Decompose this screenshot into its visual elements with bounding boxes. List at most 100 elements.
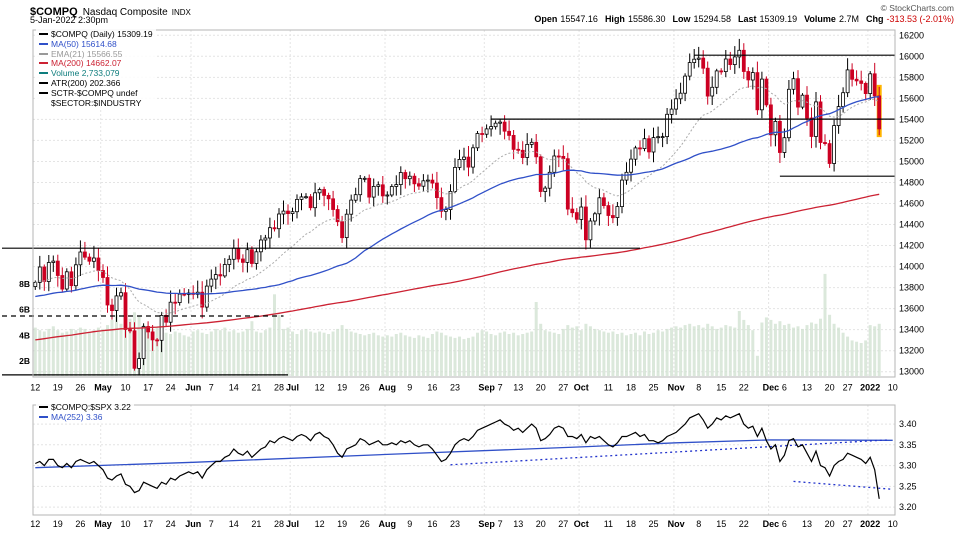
volume-bar [205, 334, 209, 376]
volume-bar [101, 328, 105, 376]
x-tick-label: Dec [763, 383, 780, 393]
quote-label: High [604, 14, 625, 24]
x-tick-label: 10 [120, 519, 130, 529]
x-tick-label: Oct [574, 383, 589, 393]
candle-body [854, 78, 859, 82]
y-tick-label: 3.40 [899, 419, 917, 429]
x-tick-label: 13 [513, 519, 523, 529]
volume-bar [480, 330, 484, 376]
candle-body [489, 126, 494, 130]
x-tick-label: 6 [782, 519, 787, 529]
candle-body [633, 147, 638, 160]
volume-bar [313, 332, 317, 376]
volume-bar [412, 337, 416, 376]
candle-body [818, 101, 823, 143]
volume-bar [787, 323, 791, 376]
x-tick-label: 26 [360, 383, 370, 393]
candle-body [308, 196, 313, 209]
volume-bar [408, 336, 412, 376]
y-tick-label: 15800 [899, 72, 924, 82]
ma252-line [35, 439, 893, 469]
volume-bar [489, 334, 493, 376]
candle-body [823, 142, 827, 145]
candle-body [448, 190, 453, 210]
y-tick-label: 14400 [899, 220, 924, 230]
x-tick-label: 17 [143, 519, 153, 529]
candle-body [552, 155, 557, 173]
quote-strip: Open 15547.16 High 15586.30 Low 15294.58 Last 1… [527, 14, 954, 24]
volume-bar [367, 334, 371, 376]
copyright: © StockCharts.com [880, 3, 954, 13]
candle-body [394, 184, 399, 187]
candle-body [358, 178, 363, 196]
volume-axis-label: 6B [19, 305, 30, 315]
volume-bar [218, 330, 222, 376]
volume-bar [245, 328, 249, 376]
volume-bar [372, 332, 376, 376]
candle-body [701, 57, 706, 69]
volume-bar [498, 332, 502, 376]
volume-bar [268, 327, 272, 376]
y-tick-label: 13200 [899, 346, 924, 356]
candle-body [146, 326, 151, 333]
candle-body [263, 237, 268, 241]
candle-body [317, 189, 322, 194]
volume-bar [620, 332, 624, 376]
x-tick-label: May [94, 519, 112, 529]
volume-bar [200, 332, 204, 376]
candle-body [439, 197, 444, 212]
volume-bar [715, 328, 719, 376]
candle-body [313, 192, 318, 209]
x-tick-label: 7 [498, 383, 503, 393]
candle-body [150, 331, 155, 341]
candle-body [660, 136, 665, 139]
candle-body [200, 291, 205, 308]
x-tick-label: Nov [668, 519, 685, 529]
candle-body [728, 58, 733, 65]
volume-bar [250, 321, 254, 376]
x-tick-label: 22 [739, 519, 749, 529]
x-tick-label: 11 [604, 519, 613, 529]
volume-bar [665, 328, 669, 376]
quote-label: Volume [804, 14, 836, 24]
x-tick-label: May [94, 383, 112, 393]
x-tick-label: 7 [209, 519, 214, 529]
quote-value: 15547.16 [560, 14, 598, 24]
volume-bar [534, 302, 538, 376]
candle-body [96, 257, 101, 271]
candle-body [367, 177, 372, 198]
candle-body [584, 206, 588, 241]
candle-body [110, 304, 114, 312]
candle-body [159, 314, 164, 341]
volume-bar [579, 330, 583, 376]
candle-body [710, 86, 715, 97]
candle-body [376, 184, 381, 187]
legend-label: SCTR-$COMPQ undef [51, 87, 138, 98]
candle-body [773, 121, 778, 136]
y-tick-label: 15400 [899, 114, 924, 124]
candle-body [534, 141, 539, 158]
main-grid [33, 30, 895, 377]
volume-axis-label: 4B [19, 330, 30, 340]
volume-bar [259, 332, 263, 376]
y-tick-label: 14000 [899, 262, 924, 272]
candle-body [173, 301, 178, 304]
ratio-line [35, 412, 880, 499]
candle-body [371, 185, 376, 198]
candle-body [267, 227, 272, 239]
quote-label: Low [672, 14, 691, 24]
candle-body [74, 264, 78, 287]
legend-label: EMA(21) 15566.55 [51, 48, 123, 59]
volume-bar [683, 325, 687, 376]
volume-bar [282, 328, 285, 376]
candle-body [791, 78, 796, 90]
y-tick-label: 13400 [899, 325, 924, 335]
x-tick-label: 12 [30, 519, 40, 529]
candle-body [863, 83, 868, 95]
volume-bar [575, 326, 579, 376]
volume-bar [724, 325, 728, 376]
volume-bar [56, 330, 60, 376]
volume-bar [358, 334, 362, 376]
candle-body [674, 98, 678, 110]
candle-body [877, 95, 882, 130]
